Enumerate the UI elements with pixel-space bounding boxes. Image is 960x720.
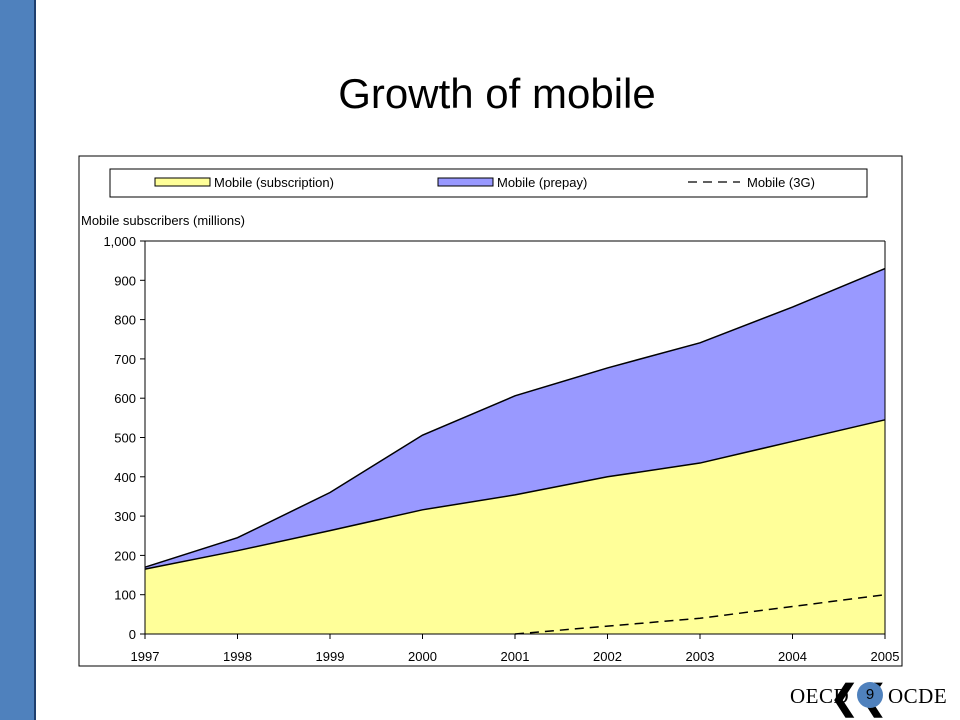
legend-label: Mobile (3G) xyxy=(747,175,815,190)
x-tick-label: 2005 xyxy=(871,649,900,664)
x-tick-label: 1998 xyxy=(223,649,252,664)
x-tick-label: 2003 xyxy=(686,649,715,664)
series-area-prepay xyxy=(145,268,885,570)
legend: Mobile (subscription) Mobile (prepay) Mobi… xyxy=(154,175,815,190)
legend-swatch xyxy=(437,177,494,187)
y-tick-label: 300 xyxy=(114,509,136,524)
y-tick-label: 800 xyxy=(114,313,136,328)
y-tick-label: 700 xyxy=(114,352,136,367)
y-tick-label: 100 xyxy=(114,588,136,603)
series-area-subscription xyxy=(145,419,885,634)
y-tick-label: 200 xyxy=(114,548,136,563)
y-tick-label: 900 xyxy=(114,273,136,288)
logo-oecd-text: OECD xyxy=(790,684,850,708)
y-axis-label: Mobile subscribers (millions) xyxy=(81,213,245,228)
page-number-badge: 9 xyxy=(857,682,883,708)
y-tick-label: 600 xyxy=(114,391,136,406)
x-tick-label: 1999 xyxy=(316,649,345,664)
x-tick-label: 2001 xyxy=(501,649,530,664)
y-tick-label: 0 xyxy=(129,627,136,642)
series-line-prepay xyxy=(144,267,886,568)
plot-area xyxy=(144,267,886,635)
series-line-3g xyxy=(514,593,886,635)
x-tick-label: 2004 xyxy=(778,649,807,664)
x-tick-label: 2000 xyxy=(408,649,437,664)
y-tick-label: 500 xyxy=(114,431,136,446)
y-tick-label: 400 xyxy=(114,470,136,485)
axes: 0 100 200 300 400 500 600 700 800 900 1,000 1997 199… xyxy=(103,234,899,664)
slide-title: Growth of mobile xyxy=(338,70,656,117)
legend-swatch xyxy=(154,177,211,187)
left-accent-bar xyxy=(0,0,36,720)
series-line-subscription xyxy=(144,419,886,570)
oecd-logo: OECD ❮❮ OCDE 9 xyxy=(790,680,955,717)
legend-label: Mobile (subscription) xyxy=(214,175,334,190)
y-tick-label: 1,000 xyxy=(103,234,136,249)
legend-label: Mobile (prepay) xyxy=(497,175,587,190)
x-tick-label: 1997 xyxy=(131,649,160,664)
x-tick-label: 2002 xyxy=(593,649,622,664)
logo-ocde-text: OCDE xyxy=(888,684,948,708)
